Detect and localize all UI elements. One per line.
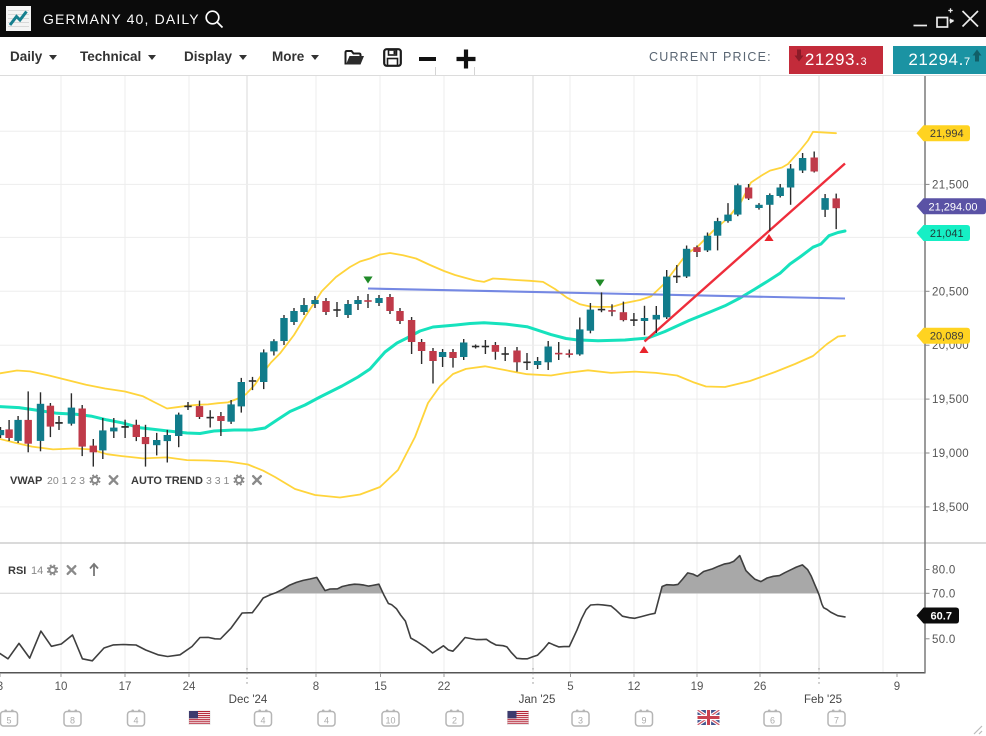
svg-text:60.7: 60.7 <box>931 611 952 623</box>
svg-text:21,294.00: 21,294.00 <box>929 201 978 213</box>
svg-text:AUTO TREND: AUTO TREND <box>131 475 203 487</box>
svg-text:21,994: 21,994 <box>930 128 964 140</box>
svg-text:20,500: 20,500 <box>932 286 969 298</box>
svg-text:Feb '25: Feb '25 <box>804 694 842 706</box>
svg-text:19,000: 19,000 <box>932 448 969 460</box>
svg-text:9: 9 <box>894 681 900 693</box>
svg-text:3: 3 <box>0 681 3 693</box>
svg-text:26: 26 <box>754 681 767 693</box>
svg-text:9: 9 <box>641 716 646 726</box>
svg-text:14: 14 <box>31 565 43 577</box>
svg-text:70.0: 70.0 <box>932 588 956 600</box>
svg-text:21,041: 21,041 <box>930 228 964 240</box>
svg-text:5: 5 <box>6 716 11 726</box>
svg-text:10: 10 <box>55 681 68 693</box>
svg-text:4: 4 <box>324 716 329 726</box>
svg-text:21,500: 21,500 <box>932 179 969 191</box>
svg-text:RSI: RSI <box>8 565 26 577</box>
svg-text:3: 3 <box>578 716 583 726</box>
svg-text:7: 7 <box>834 716 839 726</box>
svg-text:20,089: 20,089 <box>930 331 964 343</box>
svg-text:18,500: 18,500 <box>932 502 969 514</box>
svg-text:4: 4 <box>260 716 265 726</box>
svg-text:6: 6 <box>770 716 775 726</box>
svg-text:10: 10 <box>385 716 395 726</box>
svg-text:22: 22 <box>438 681 451 693</box>
svg-text:50.0: 50.0 <box>932 634 956 646</box>
svg-text:19: 19 <box>691 681 704 693</box>
svg-text:2: 2 <box>452 716 457 726</box>
svg-text:3 3 1: 3 3 1 <box>206 475 230 487</box>
svg-text:20 1 2 3: 20 1 2 3 <box>47 475 85 487</box>
svg-text:17: 17 <box>119 681 132 693</box>
svg-text:80.0: 80.0 <box>932 565 956 577</box>
svg-text:VWAP: VWAP <box>10 475 42 487</box>
svg-text:Jan '25: Jan '25 <box>519 694 556 706</box>
svg-text:24: 24 <box>183 681 196 693</box>
svg-text:5: 5 <box>567 681 573 693</box>
svg-text:4: 4 <box>133 716 138 726</box>
svg-text:8: 8 <box>313 681 319 693</box>
svg-text:Dec '24: Dec '24 <box>229 694 268 706</box>
svg-text:15: 15 <box>374 681 387 693</box>
svg-text:19,500: 19,500 <box>932 394 969 406</box>
svg-text:12: 12 <box>628 681 641 693</box>
svg-text:8: 8 <box>70 716 75 726</box>
